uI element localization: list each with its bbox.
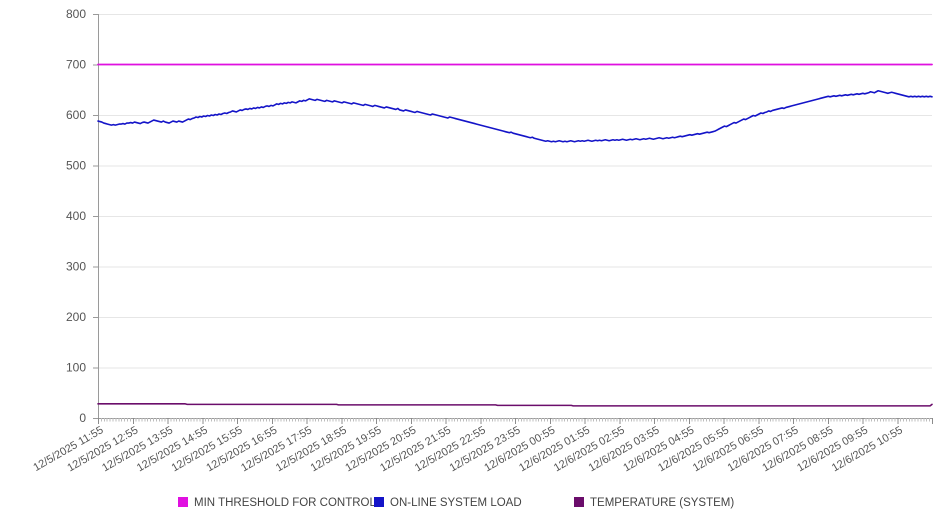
y-axis-tick-label: 0: [79, 411, 86, 425]
legend-swatch-2[interactable]: [574, 497, 584, 507]
x-axis-ticks: [98, 418, 933, 424]
y-axis-ticks: [93, 14, 98, 419]
series-line-1: [97, 89, 933, 143]
chart-legend: MIN THRESHOLD FOR CONTROL ON-LINE SYSTEM …: [178, 497, 734, 509]
y-axis-tick-label: 600: [66, 108, 86, 122]
y-axis-labels: 0 100 200 300 400 500 600 700 800: [66, 7, 86, 425]
legend-label-1[interactable]: ON-LINE SYSTEM LOAD: [390, 497, 522, 509]
legend-label-0[interactable]: MIN THRESHOLD FOR CONTROL: [194, 497, 376, 509]
legend-swatch-1[interactable]: [374, 497, 384, 507]
series-line-2: [97, 403, 933, 407]
data-series-group: [97, 63, 933, 407]
legend-swatch-0[interactable]: [178, 497, 188, 507]
y-axis-tick-label: 200: [66, 310, 86, 324]
y-axis-tick-label: 800: [66, 7, 86, 21]
y-axis-tick-label: 100: [66, 361, 86, 375]
y-axis-tick-label: 400: [66, 209, 86, 223]
legend-label-2[interactable]: TEMPERATURE (SYSTEM): [590, 497, 734, 509]
y-axis-tick-label: 500: [66, 159, 86, 173]
y-axis-tick-label: 700: [66, 58, 86, 72]
y-axis-tick-label: 300: [66, 260, 86, 274]
